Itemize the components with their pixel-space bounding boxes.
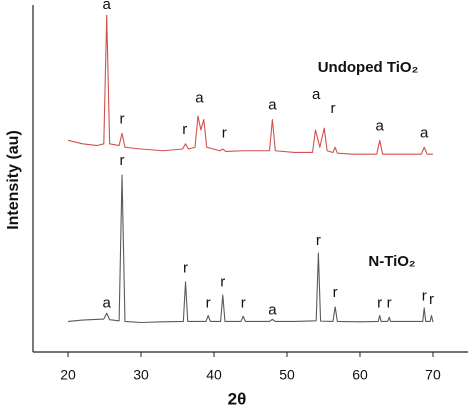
peak-annotation: a [195,90,204,107]
peak-annotation: r [120,110,125,127]
peak-annotation: r [182,121,187,138]
peak-annotation: a [103,294,112,311]
peak-annotation: r [222,124,227,141]
peak-annotation: r [377,294,382,311]
peak-annotation: r [120,152,125,169]
peak-annotation: r [241,294,246,311]
x-tick-label: 50 [279,367,295,383]
peak-annotation: a [312,86,321,103]
peak-annotation: r [422,287,427,304]
series-line [67,174,434,324]
peak-annotation: r [220,274,225,291]
peak-annotation: r [387,294,392,311]
x-tick-label: 40 [206,367,222,383]
y-axis-label: Intensity (au) [5,130,22,230]
x-tick-label: 20 [60,367,76,383]
x-tick-label: 60 [352,367,368,383]
peak-annotation: a [103,0,112,13]
peak-annotation: r [330,100,335,117]
peak-annotation: r [206,294,211,311]
peak-annotation: r [183,260,188,277]
series-label: N-TiO₂ [368,253,415,270]
peak-annotation: a [376,117,385,134]
peak-annotation: a [420,124,429,141]
x-tick-label: 30 [133,367,149,383]
series-label: Undoped TiO₂ [318,59,419,76]
peak-annotation: a [268,301,277,318]
x-axis-label: 2θ [228,389,247,408]
peak-annotation: r [333,284,338,301]
peak-annotation: a [268,97,277,114]
series-line [67,14,433,155]
peak-annotation: r [429,291,434,308]
peak-annotation: r [316,232,321,249]
x-tick-label: 70 [425,367,441,383]
